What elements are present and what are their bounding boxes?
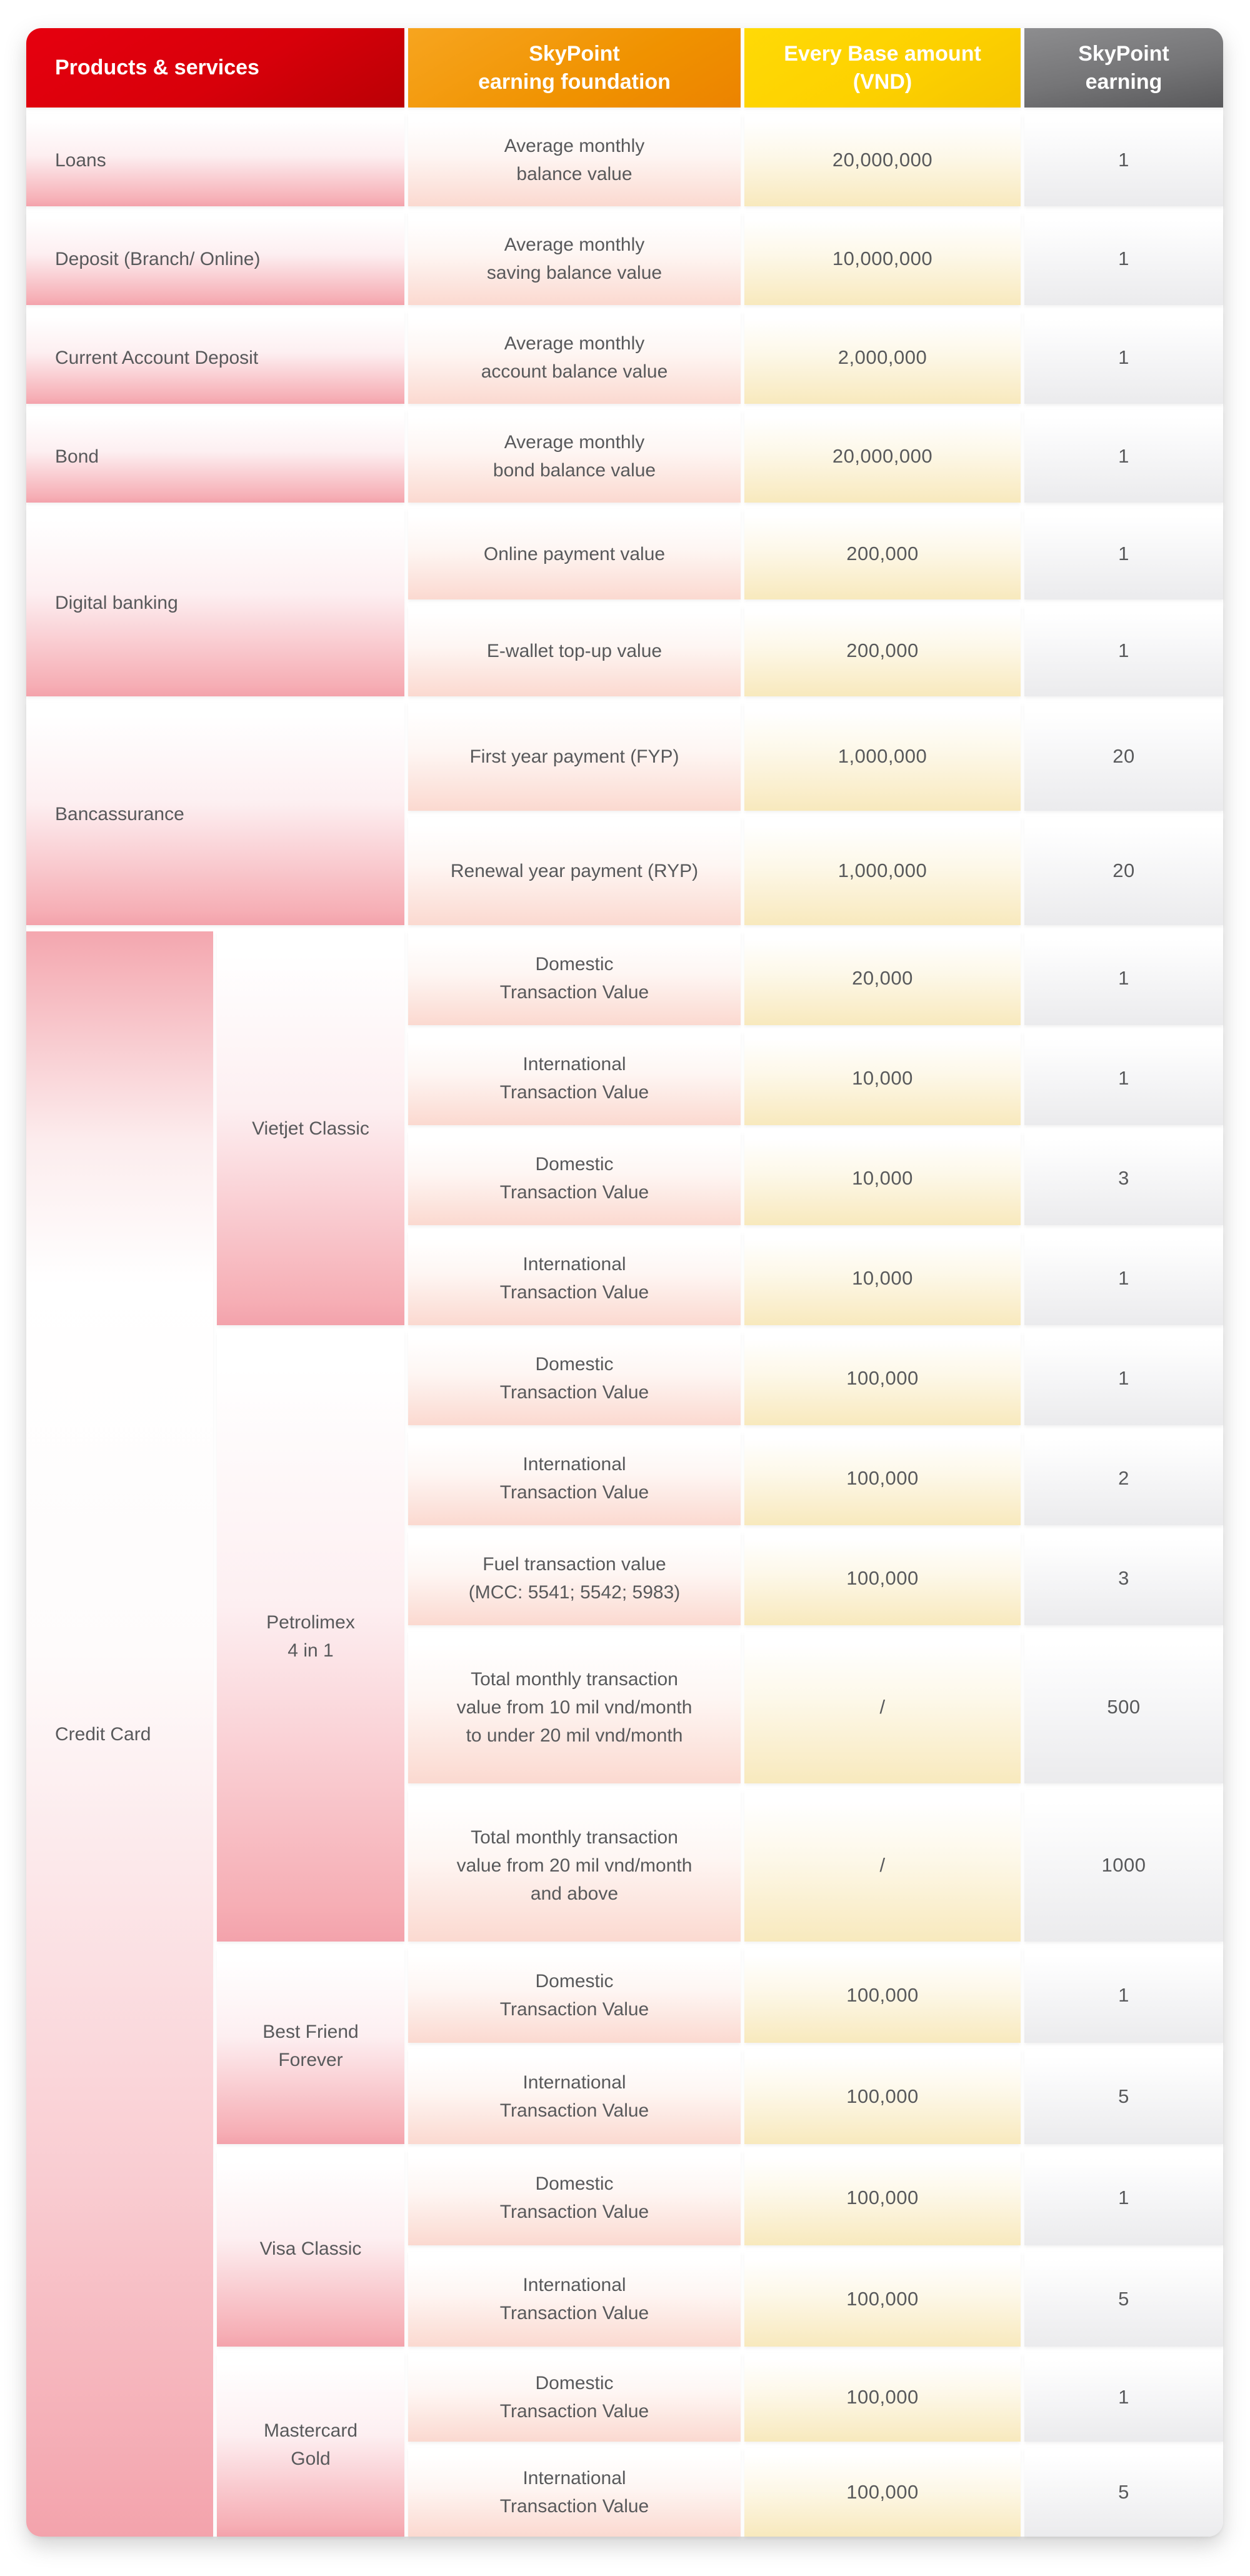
foundation-cell: International Transaction Value xyxy=(408,1431,741,1525)
earning-cell: 1 xyxy=(1024,1331,1223,1425)
earning-cell: 1 xyxy=(1024,1948,1223,2043)
foundation-cell: Renewal year payment (RYP) xyxy=(408,817,741,925)
header-earning-foundation: SkyPoint earning foundation xyxy=(408,28,741,108)
foundation-cell: Average monthly bond balance value xyxy=(408,410,741,503)
amount-cell: 100,000 xyxy=(744,1948,1021,2043)
foundation-cell: Domestic Transaction Value xyxy=(408,1948,741,2043)
foundation-cell: Domestic Transaction Value xyxy=(408,1331,741,1425)
amount-cell: 100,000 xyxy=(744,2049,1021,2144)
foundation-cell: International Transaction Value xyxy=(408,1031,741,1125)
foundation-cell: Average monthly saving balance value xyxy=(408,213,741,305)
amount-cell: 10,000 xyxy=(744,1231,1021,1325)
foundation-cell: Fuel transaction value (MCC: 5541; 5542;… xyxy=(408,1531,741,1625)
foundation-cell: Domestic Transaction Value xyxy=(408,2353,741,2442)
card-vietjet-classic: Vietjet Classic xyxy=(217,931,404,1325)
earning-cell: 1 xyxy=(1024,606,1223,696)
foundation-cell: Average monthly account balance value xyxy=(408,311,741,404)
foundation-cell: E-wallet top-up value xyxy=(408,606,741,696)
foundation-cell: International Transaction Value xyxy=(408,2252,741,2347)
earning-cell: 1 xyxy=(1024,2150,1223,2245)
card-best-friend-forever: Best Friend Forever xyxy=(217,1948,404,2144)
earning-cell: 1 xyxy=(1024,410,1223,503)
amount-cell: 100,000 xyxy=(744,2353,1021,2442)
foundation-cell: First year payment (FYP) xyxy=(408,703,741,811)
amount-cell: 100,000 xyxy=(744,1431,1021,1525)
foundation-cell: Domestic Transaction Value xyxy=(408,2150,741,2245)
amount-cell: 20,000 xyxy=(744,931,1021,1025)
amount-cell: / xyxy=(744,1631,1021,1783)
amount-cell: 2,000,000 xyxy=(744,311,1021,404)
earning-cell: 20 xyxy=(1024,703,1223,811)
product-bond: Bond xyxy=(26,410,404,503)
earning-cell: 1 xyxy=(1024,114,1223,206)
earning-cell: 500 xyxy=(1024,1631,1223,1783)
earning-cell: 1 xyxy=(1024,1031,1223,1125)
earning-cell: 5 xyxy=(1024,2049,1223,2144)
amount-cell: 100,000 xyxy=(744,2448,1021,2537)
product-loans: Loans xyxy=(26,114,404,206)
card-visa-classic: Visa Classic xyxy=(217,2150,404,2347)
earning-cell: 1000 xyxy=(1024,1790,1223,1942)
product-credit-card: Credit Card xyxy=(26,931,213,2537)
header-products-services: Products & services xyxy=(26,28,404,108)
amount-cell: 10,000 xyxy=(744,1131,1021,1225)
product-current-account-deposit: Current Account Deposit xyxy=(26,311,404,404)
earning-cell: 3 xyxy=(1024,1531,1223,1625)
amount-cell: 200,000 xyxy=(744,606,1021,696)
foundation-cell: International Transaction Value xyxy=(408,2049,741,2144)
earning-cell: 1 xyxy=(1024,931,1223,1025)
product-bancassurance: Bancassurance xyxy=(26,703,404,925)
foundation-cell: Total monthly transaction value from 10 … xyxy=(408,1631,741,1783)
amount-cell: 10,000 xyxy=(744,1031,1021,1125)
foundation-cell: Online payment value xyxy=(408,509,741,599)
amount-cell: 100,000 xyxy=(744,1331,1021,1425)
product-digital-banking: Digital banking xyxy=(26,509,404,696)
earning-cell: 1 xyxy=(1024,2353,1223,2442)
earning-cell: 2 xyxy=(1024,1431,1223,1525)
earning-cell: 5 xyxy=(1024,2252,1223,2347)
amount-cell: 10,000,000 xyxy=(744,213,1021,305)
foundation-cell: International Transaction Value xyxy=(408,2448,741,2537)
foundation-cell: Total monthly transaction value from 20 … xyxy=(408,1790,741,1942)
amount-cell: 100,000 xyxy=(744,2150,1021,2245)
product-deposit: Deposit (Branch/ Online) xyxy=(26,213,404,305)
earning-cell: 1 xyxy=(1024,1231,1223,1325)
amount-cell: 100,000 xyxy=(744,2252,1021,2347)
amount-cell: 20,000,000 xyxy=(744,114,1021,206)
amount-cell: 1,000,000 xyxy=(744,817,1021,925)
amount-cell: 200,000 xyxy=(744,509,1021,599)
amount-cell: 1,000,000 xyxy=(744,703,1021,811)
header-skypoint-earning: SkyPoint earning xyxy=(1024,28,1223,108)
amount-cell: / xyxy=(744,1790,1021,1942)
earning-cell: 1 xyxy=(1024,213,1223,305)
foundation-cell: International Transaction Value xyxy=(408,1231,741,1325)
card-mastercard-gold: Mastercard Gold xyxy=(217,2353,404,2537)
earning-cell: 1 xyxy=(1024,509,1223,599)
earning-cell: 5 xyxy=(1024,2448,1223,2537)
foundation-cell: Domestic Transaction Value xyxy=(408,1131,741,1225)
header-base-amount: Every Base amount (VND) xyxy=(744,28,1021,108)
earning-cell: 20 xyxy=(1024,817,1223,925)
foundation-cell: Average monthly balance value xyxy=(408,114,741,206)
card-petrolimex-4in1: Petrolimex 4 in 1 xyxy=(217,1331,404,1942)
skypoint-earning-table: Products & services SkyPoint earning fou… xyxy=(26,28,1223,2537)
foundation-cell: Domestic Transaction Value xyxy=(408,931,741,1025)
earning-cell: 1 xyxy=(1024,311,1223,404)
amount-cell: 100,000 xyxy=(744,1531,1021,1625)
earning-cell: 3 xyxy=(1024,1131,1223,1225)
amount-cell: 20,000,000 xyxy=(744,410,1021,503)
